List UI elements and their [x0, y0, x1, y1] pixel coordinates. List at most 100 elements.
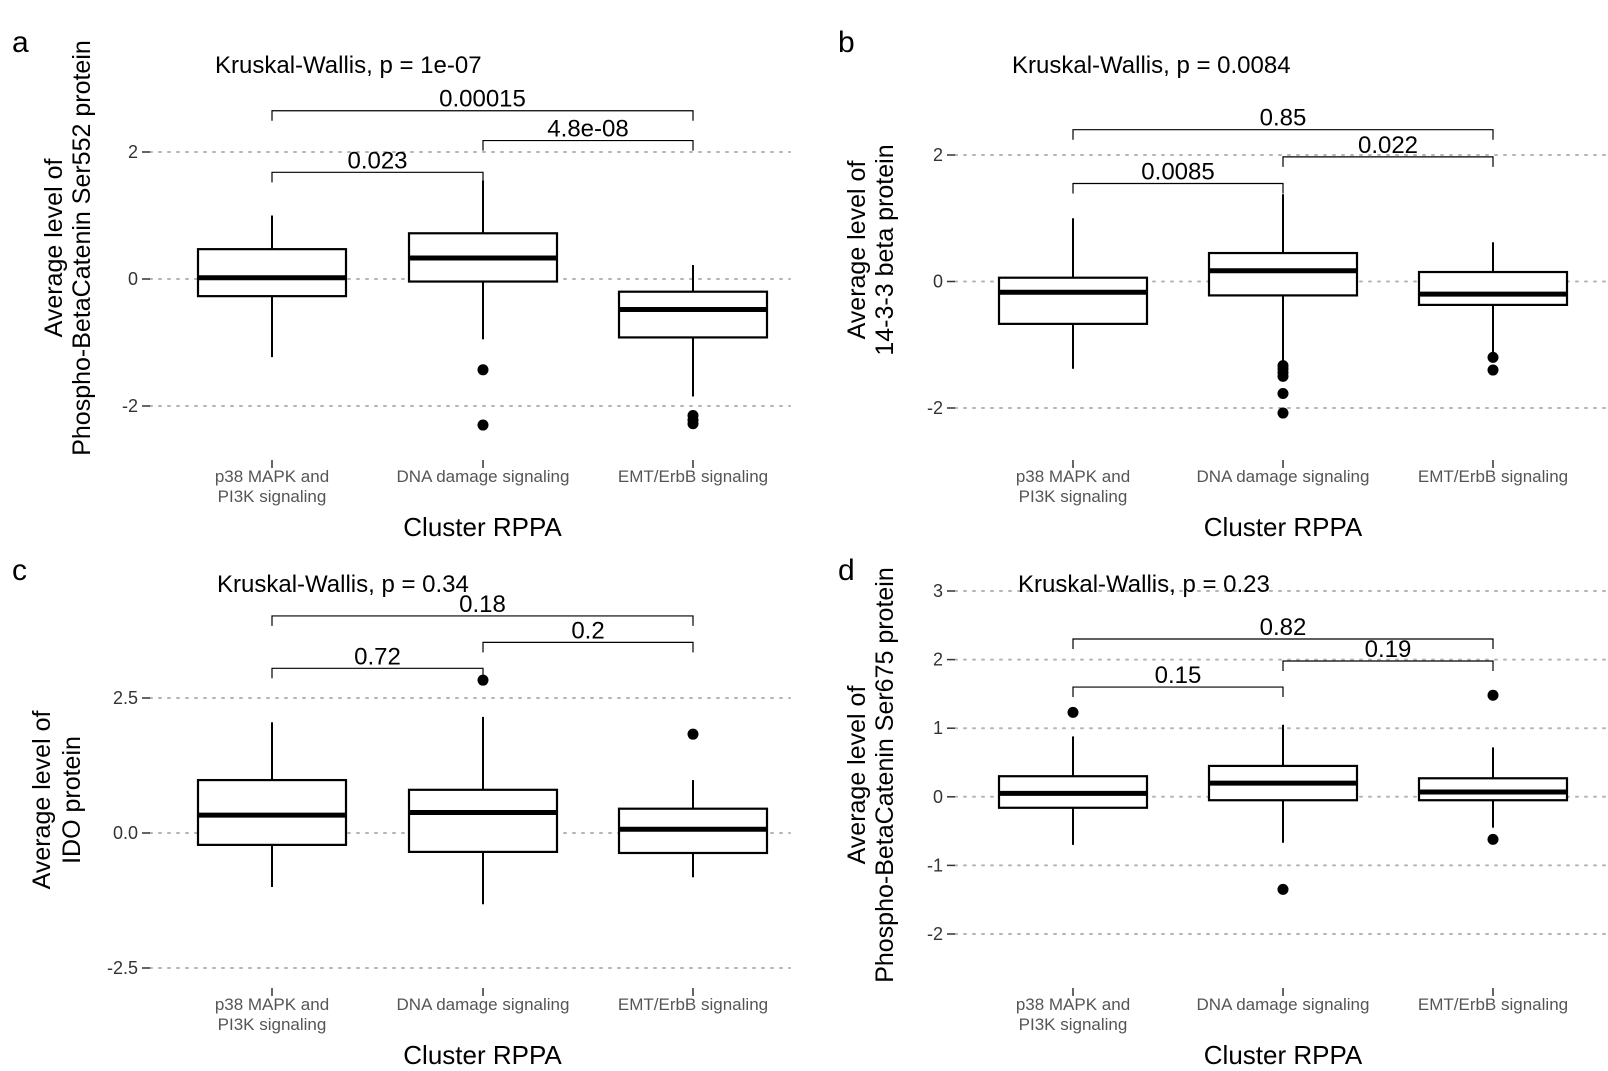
x-tick-label: DNA damage signaling: [397, 995, 570, 1014]
y-axis-label: Average level of: [843, 686, 871, 865]
box-iqr: [1207, 251, 1359, 297]
box-1: [407, 180, 559, 431]
y-tick-label: 0: [933, 272, 943, 292]
outlier-point: [1277, 370, 1289, 382]
p-value-label: 0.15: [1155, 662, 1202, 689]
x-tick-label: PI3K signaling: [1019, 487, 1128, 506]
comparison-bracket: 0.023: [271, 147, 484, 183]
p-value-label: 0.19: [1365, 636, 1412, 663]
box-2: [617, 728, 769, 878]
x-axis-label: Cluster RPPA: [1204, 512, 1363, 542]
outlier-point: [1277, 883, 1289, 895]
outlier-point: [477, 674, 489, 686]
x-tick-label: DNA damage signaling: [1197, 467, 1370, 486]
y-tick-label: -2: [927, 924, 943, 944]
comparison-bracket: 4.8e-08: [482, 116, 694, 151]
x-tick-label: EMT/ErbB signaling: [1418, 467, 1568, 486]
box-iqr: [407, 788, 559, 853]
y-axis-label: Average level of: [40, 159, 68, 338]
outlier-point: [1067, 706, 1079, 718]
comparison-bracket: 0.2: [482, 617, 694, 653]
box-1: [407, 674, 559, 905]
box-2: [617, 265, 769, 430]
bracket-line: [482, 641, 694, 653]
comparison-bracket: 0.82: [1072, 614, 1494, 650]
y-tick-label: 1: [933, 718, 943, 738]
y-tick-label: 0: [128, 269, 138, 289]
x-tick-label: PI3K signaling: [218, 487, 327, 506]
x-tick-label: p38 MAPK and: [215, 467, 329, 486]
bracket-line: [271, 110, 694, 121]
x-tick-label: p38 MAPK and: [1016, 995, 1130, 1014]
panel-letter: d: [838, 554, 855, 587]
outlier-point: [687, 418, 699, 430]
bracket-line: [1282, 156, 1494, 167]
x-tick-label: DNA damage signaling: [397, 467, 570, 486]
box-0: [997, 218, 1149, 369]
comparison-bracket: 0.19: [1282, 636, 1494, 671]
p-value-label: 0.85: [1260, 105, 1307, 132]
x-tick-label: PI3K signaling: [1019, 1015, 1128, 1034]
box-0: [196, 215, 348, 358]
y-axis-label: Average level of: [28, 711, 56, 890]
box-2: [1417, 242, 1569, 376]
y-tick-label: 0.0: [113, 823, 138, 843]
outlier-point: [477, 364, 489, 376]
outlier-point: [1487, 689, 1499, 701]
outlier-point: [1487, 351, 1499, 363]
x-tick-label: p38 MAPK and: [215, 995, 329, 1014]
y-tick-label: 2: [933, 145, 943, 165]
outlier-point: [1277, 387, 1289, 399]
kruskal-wallis-label: Kruskal-Wallis, p = 0.23: [1018, 571, 1270, 598]
y-axis-label: IDO protein: [58, 736, 86, 864]
x-axis-label: Cluster RPPA: [1204, 1040, 1363, 1070]
x-tick-label: PI3K signaling: [218, 1015, 327, 1034]
box-0: [196, 722, 348, 887]
panel-letter: a: [12, 26, 29, 59]
y-axis-label: 14-3-3 beta protein: [871, 144, 899, 355]
p-value-label: 0.0085: [1141, 158, 1214, 185]
box-iqr: [196, 778, 348, 846]
comparison-bracket: 0.00015: [271, 86, 694, 121]
x-tick-label: EMT/ErbB signaling: [618, 995, 768, 1014]
comparison-bracket: 0.022: [1282, 132, 1494, 167]
x-tick-label: p38 MAPK and: [1016, 467, 1130, 486]
y-tick-label: 0: [933, 787, 943, 807]
panel-letter: b: [838, 26, 855, 59]
outlier-point: [687, 728, 699, 740]
box-0: [997, 706, 1149, 845]
comparison-bracket: 0.72: [271, 643, 484, 679]
box-2: [1417, 689, 1569, 845]
y-tick-label: 2: [128, 142, 138, 162]
p-value-label: 0.023: [347, 147, 407, 174]
x-tick-label: EMT/ErbB signaling: [618, 467, 768, 486]
x-axis-label: Cluster RPPA: [403, 512, 562, 542]
y-tick-label: 3: [933, 581, 943, 601]
box-1: [1207, 194, 1359, 419]
p-value-label: 0.82: [1260, 614, 1307, 641]
outlier-point: [1487, 364, 1499, 376]
box-iqr: [196, 248, 348, 298]
x-tick-label: DNA damage signaling: [1197, 995, 1370, 1014]
y-tick-label: -2.5: [107, 958, 138, 978]
p-value-label: 0.2: [571, 617, 604, 644]
outlier-point: [1487, 833, 1499, 845]
outlier-point: [477, 419, 489, 431]
comparison-bracket: 0.15: [1072, 662, 1284, 698]
p-value-label: 0.18: [459, 591, 506, 618]
x-axis-label: Cluster RPPA: [403, 1040, 562, 1070]
p-value-label: 0.72: [354, 643, 401, 670]
bracket-line: [482, 139, 694, 151]
bracket-line: [1072, 182, 1284, 194]
box-iqr: [997, 276, 1149, 325]
bracket-line: [1282, 660, 1494, 671]
x-tick-label: EMT/ErbB signaling: [1418, 995, 1568, 1014]
y-tick-label: -2: [927, 398, 943, 418]
panel-letter: c: [12, 554, 27, 587]
bracket-line: [1072, 638, 1494, 650]
y-tick-label: -1: [927, 855, 943, 875]
